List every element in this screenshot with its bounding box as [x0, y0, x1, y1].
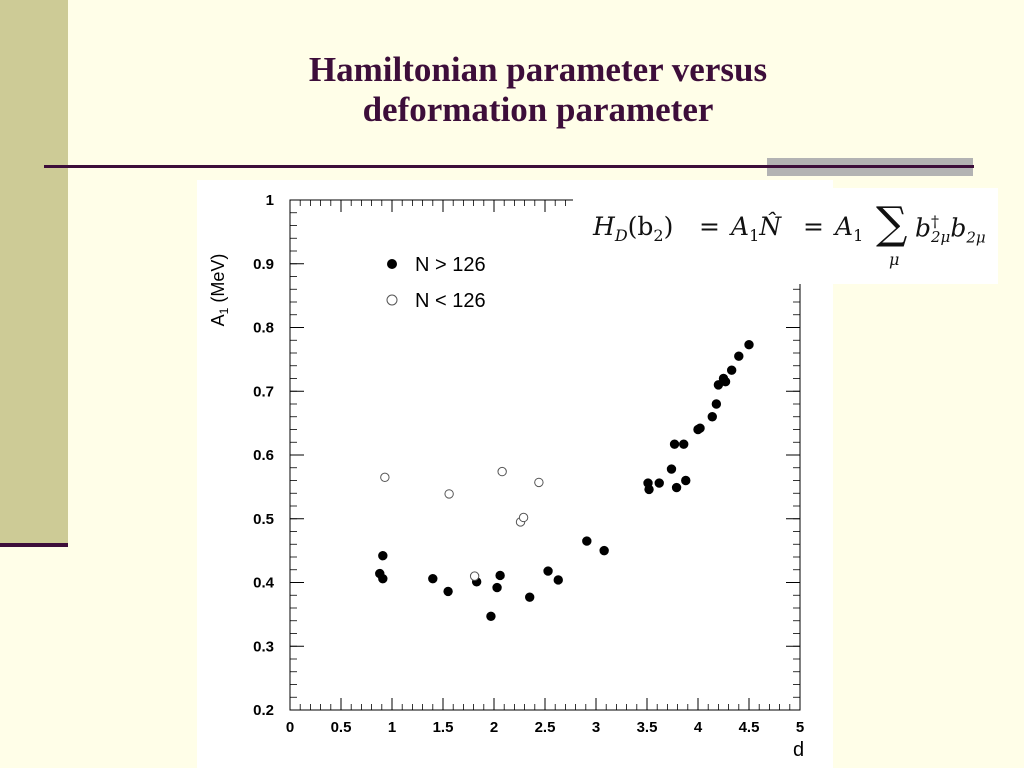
x-tick-label: 0.5 — [331, 719, 352, 736]
y-tick-label: 0.5 — [253, 511, 274, 528]
data-point-n-greater-126 — [553, 575, 563, 585]
data-point-n-greater-126 — [720, 376, 731, 387]
eq-equals-1: = — [699, 212, 720, 241]
eq-op1-sup: † — [931, 212, 940, 231]
data-point-n-greater-126 — [679, 439, 689, 449]
eq-term2: A — [835, 212, 854, 241]
legend: N > 126 N < 126 — [386, 254, 486, 312]
data-point-n-less-126 — [469, 571, 480, 581]
y-tick-label: 0.6 — [253, 447, 274, 464]
eq-term2-sub: 1 — [853, 226, 864, 245]
y-tick-labels: 0.2 0.3 0.4 0.5 0.6 0.7 0.8 0.9 1 — [253, 192, 275, 719]
data-point-n-greater-126 — [495, 570, 505, 581]
x-tick-label: 1 — [388, 719, 396, 736]
legend-label-n-greater-126: N > 126 — [415, 254, 486, 276]
data-point-n-greater-126 — [543, 566, 553, 576]
eq-lhs: H — [593, 212, 615, 241]
scatter-chart: 0 0.5 1 1.5 2 2.5 3 3.5 4 4.5 5 0.2 0.3 0.4 0.5 0.6 0.7… — [208, 192, 804, 761]
data-point-n-greater-126 — [695, 423, 705, 433]
eq-sum-symbol: ∑ — [876, 198, 908, 249]
eq-lhs-sub: D — [614, 226, 628, 245]
y-tick-label: 0.2 — [253, 702, 274, 719]
legend-label-n-less-126: N < 126 — [415, 290, 486, 312]
sidebar-rule — [0, 543, 68, 547]
data-point-n-less-126 — [380, 472, 390, 483]
eq-lhs-arg: (b — [627, 212, 654, 241]
x-tick-label: 2 — [490, 719, 498, 736]
data-point-n-greater-126 — [486, 611, 496, 621]
data-point-n-greater-126 — [378, 573, 388, 584]
data-point-n-greater-126 — [671, 482, 682, 493]
y-tick-label: 0.9 — [253, 256, 274, 273]
slide-title: Hamiltonian parameter versus deformation… — [140, 50, 936, 130]
title-line-2: deformation parameter — [362, 90, 714, 129]
equation-box: HD(b2) = A1N̂ = A1 ∑ μ b†2μb2μ — [573, 188, 998, 284]
data-point-n-greater-126 — [666, 464, 677, 474]
data-point-n-greater-126 — [711, 399, 722, 409]
data-point-n-greater-126 — [707, 412, 717, 422]
data-point-n-greater-126 — [644, 484, 654, 495]
data-point-n-less-126 — [444, 489, 454, 499]
data-point-n-less-126 — [497, 466, 507, 477]
eq-term1-op: N̂ — [759, 212, 782, 241]
data-point-n-greater-126 — [744, 340, 754, 350]
x-tick-label: 2.5 — [535, 719, 556, 736]
data-point-n-greater-126 — [378, 551, 388, 561]
x-axis-label: d — [793, 739, 804, 761]
legend-marker-filled — [387, 259, 397, 269]
x-tick-label: 4 — [694, 719, 703, 736]
data-point-n-greater-126 — [492, 582, 502, 593]
data-point-n-greater-126 — [428, 573, 438, 584]
y-axis-label-unit: (MeV) — [208, 254, 228, 308]
data-point-n-greater-126 — [443, 586, 453, 597]
sidebar-band — [0, 0, 68, 545]
data-point-n-less-126 — [534, 477, 544, 488]
data-points — [375, 340, 754, 621]
y-axis-label-sub: 1 — [217, 307, 231, 314]
eq-sum-index: μ — [889, 250, 900, 269]
y-axis-label: A1 (MeV) — [208, 254, 231, 327]
eq-lhs-arg-close: ) — [663, 212, 674, 241]
title-line-1: Hamiltonian parameter versus — [308, 50, 768, 89]
data-point-n-greater-126 — [734, 351, 744, 361]
eq-term1-sub: 1 — [749, 226, 760, 245]
x-tick-label: 3.5 — [637, 719, 658, 736]
y-tick-label: 0.7 — [253, 383, 274, 400]
eq-term1: A — [731, 212, 750, 241]
legend-marker-open — [386, 294, 398, 306]
x-tick-label: 3 — [592, 719, 600, 736]
eq-equals-2: = — [803, 212, 824, 241]
x-tick-label: 1.5 — [433, 719, 454, 736]
x-tick-labels: 0 0.5 1 1.5 2 2.5 3 3.5 4 4.5 5 — [286, 719, 804, 736]
y-tick-label: 0.3 — [253, 638, 274, 655]
eq-op1-sub: 2μ — [931, 228, 951, 247]
eq-op1: b — [915, 213, 932, 243]
data-point-n-less-126 — [518, 512, 529, 523]
title-rule — [44, 165, 974, 168]
y-tick-label: 0.8 — [253, 320, 274, 337]
data-point-n-greater-126 — [681, 475, 691, 486]
data-point-n-greater-126 — [599, 545, 609, 556]
data-point-n-greater-126 — [726, 365, 737, 375]
x-tick-label: 0 — [286, 719, 294, 736]
y-axis-label-main: A — [208, 314, 228, 326]
data-point-n-greater-126 — [582, 536, 592, 546]
y-tick-label: 1 — [266, 192, 274, 209]
data-point-n-greater-126 — [525, 592, 535, 602]
eq-lhs-arg-sub: 2 — [653, 226, 664, 245]
y-tick-label: 0.4 — [253, 575, 275, 592]
eq-op2-sub: 2μ — [966, 228, 986, 247]
data-point-n-greater-126 — [669, 439, 680, 449]
x-tick-label: 5 — [796, 719, 804, 736]
data-point-n-greater-126 — [654, 478, 664, 488]
x-tick-label: 4.5 — [739, 719, 760, 736]
axis-ticks — [289, 199, 801, 711]
eq-op2: b — [950, 213, 967, 243]
